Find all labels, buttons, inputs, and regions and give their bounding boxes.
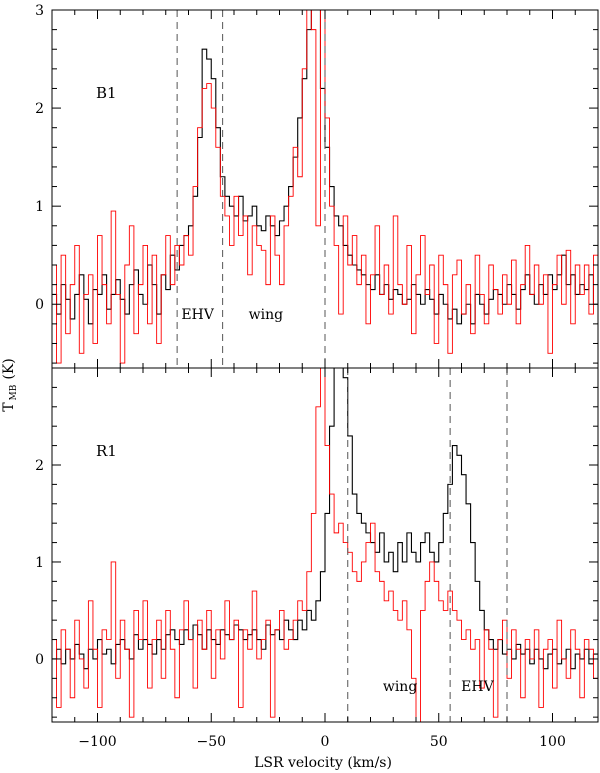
y-tick-label: 0	[35, 297, 44, 313]
y-tick-label: 0	[35, 652, 44, 668]
x-tick-label: −50	[196, 734, 226, 750]
panel-r1: 0 1 2 R1 wing EHV	[35, 367, 599, 723]
region-annotation: wing	[249, 307, 283, 323]
y-tick-label: 3	[35, 3, 44, 19]
plot-area	[52, 368, 598, 722]
x-axis-label: LSR velocity (km/s)	[254, 755, 392, 771]
x-tick-label: −100	[78, 734, 116, 750]
plot-area	[52, 10, 598, 368]
y-tick-label: 1	[35, 555, 44, 571]
y-axis-label-sub: MB	[9, 384, 19, 400]
y-tick-label: 2	[35, 101, 44, 117]
panel-b1: 0 1 2 3 B1 EHV wing	[35, 3, 599, 369]
region-annotation: wing	[383, 679, 417, 695]
panel-label: B1	[96, 84, 117, 102]
y-axis-label-unit: (K)	[1, 358, 17, 379]
x-tick-label: 50	[430, 734, 448, 750]
y-tick-label: 2	[35, 458, 44, 474]
y-tick-label: 1	[35, 199, 44, 215]
series-line-2	[52, 368, 598, 722]
x-tick-label: 0	[321, 734, 330, 750]
y-axis-label: T MB (K)	[1, 358, 19, 412]
y-axis-label-main: T	[1, 402, 17, 412]
panel-label: R1	[96, 442, 117, 460]
region-annotation: EHV	[461, 679, 494, 695]
x-tick-label: 100	[539, 734, 566, 750]
region-annotation: EHV	[181, 307, 214, 323]
